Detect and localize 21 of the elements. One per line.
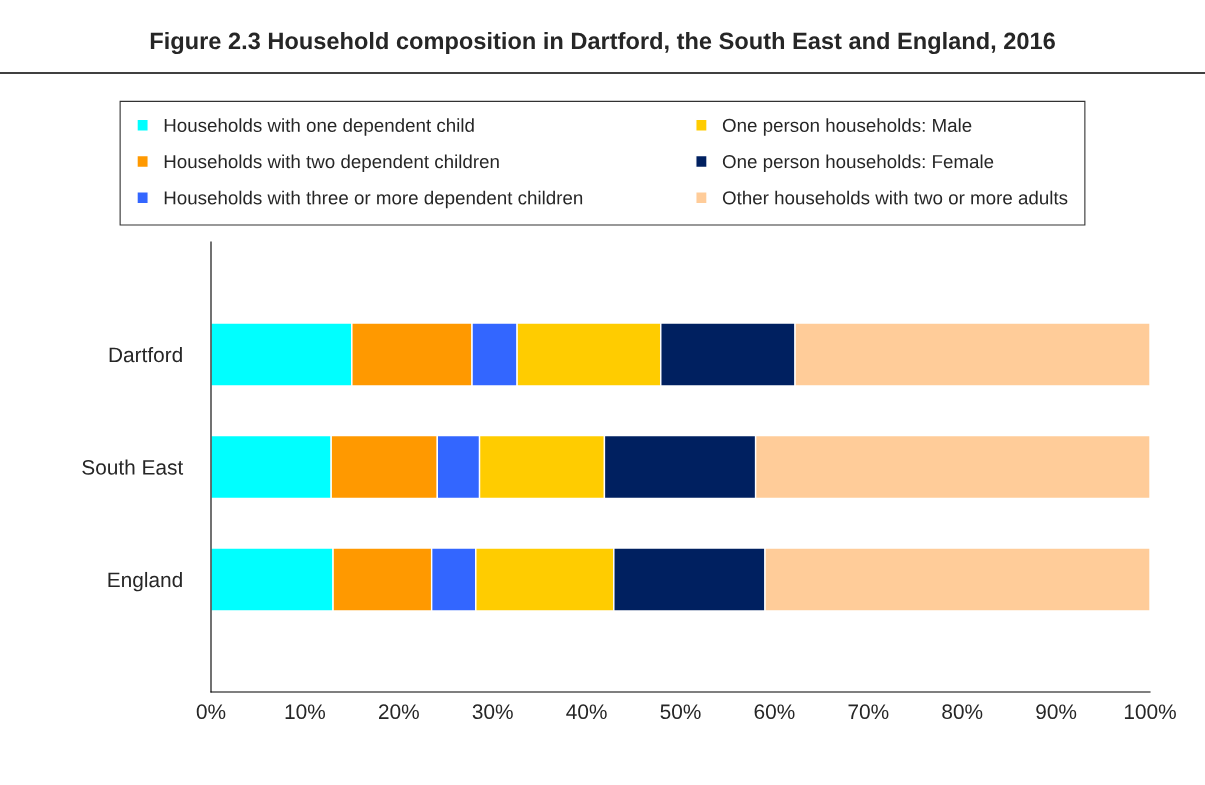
- legend-label: Other households with two or more adults: [722, 190, 1068, 205]
- x-tick-label: 100%: [1124, 704, 1176, 720]
- x-tick-label: 40%: [566, 704, 607, 720]
- x-tick-label: 60%: [754, 704, 795, 720]
- x-tick-label: 80%: [942, 704, 983, 720]
- legend-label: Households with three or more dependent children: [164, 190, 583, 209]
- x-tick-label: 90%: [1036, 704, 1077, 720]
- x-tick-label: 50%: [660, 704, 701, 720]
- x-tick-label: 70%: [848, 704, 889, 720]
- x-tick-label: 30%: [472, 704, 513, 720]
- y-tick-label: England: [108, 571, 182, 592]
- legend-label: Households with one dependent child: [164, 118, 474, 136]
- legend-label: One person households: Male: [722, 118, 972, 136]
- chart-title: Figure 2.3 Household composition in Dartford, the South East and England, 2016: [150, 31, 1055, 55]
- legend-label: One person households: Female: [722, 154, 994, 172]
- y-tick-label: Dartford: [109, 346, 182, 363]
- x-tick-label: 0%: [196, 704, 226, 720]
- x-tick-label: 10%: [285, 704, 326, 720]
- y-tick-label: South East: [82, 459, 184, 475]
- legend-label: Households with two dependent children: [164, 154, 499, 172]
- x-tick-label: 20%: [379, 704, 419, 720]
